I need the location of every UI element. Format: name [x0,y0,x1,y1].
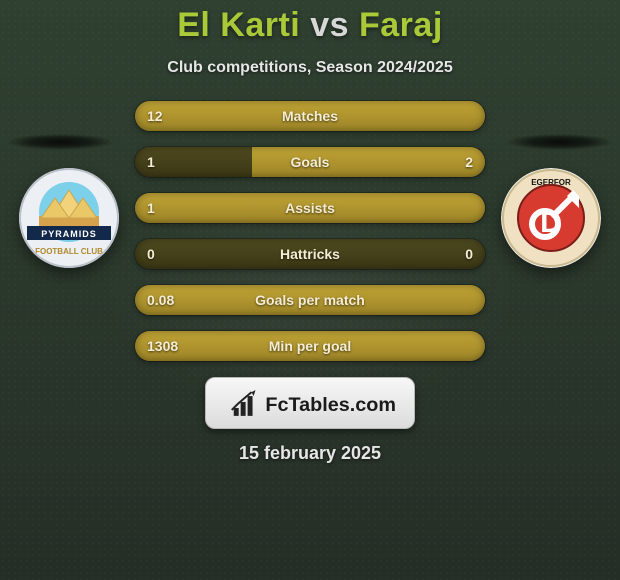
club-badge-left-icon: PYRAMIDS FOOTBALL CLUB [19,168,119,268]
stat-label: Goals per match [135,285,485,315]
stat-row: 00Hattricks [135,239,485,269]
stat-row: 12Matches [135,101,485,131]
subtitle: Club competitions, Season 2024/2025 [0,59,620,77]
avatar-left: PYRAMIDS FOOTBALL CLUB [19,168,119,268]
title-vs: vs [310,6,349,44]
stat-row: 0.08Goals per match [135,285,485,315]
stat-row: 1Assists [135,193,485,223]
brand-badge[interactable]: FcTables.com [205,377,415,429]
page-title: El Karti vs Faraj [0,6,620,45]
avatar-shadow-left [8,134,113,150]
content-wrapper: El Karti vs Faraj Club competitions, Sea… [0,0,620,464]
svg-text:FOOTBALL CLUB: FOOTBALL CLUB [35,247,103,256]
stat-label: Hattricks [135,239,485,269]
stat-bars: 12Matches 12Goals 1Assists 00Hattricks 0.08G… [135,101,485,361]
avatar-right: EGERFOR D [501,168,601,268]
brand-text: FcTables.com [265,394,396,416]
brand-logo-icon: FcTables.com [206,377,414,429]
stat-label: Min per goal [135,331,485,361]
title-player-left: El Karti [177,6,300,44]
stat-label: Matches [135,101,485,131]
title-player-right: Faraj [359,6,443,44]
svg-text:D: D [540,206,562,239]
stat-row: 1308Min per goal [135,331,485,361]
svg-text:PYRAMIDS: PYRAMIDS [41,229,97,239]
date-text: 15 february 2025 [0,443,620,464]
stat-label: Goals [135,147,485,177]
stat-label: Assists [135,193,485,223]
club-badge-right-icon: EGERFOR D [501,168,601,268]
stat-row: 12Goals [135,147,485,177]
avatar-shadow-right [507,134,612,150]
